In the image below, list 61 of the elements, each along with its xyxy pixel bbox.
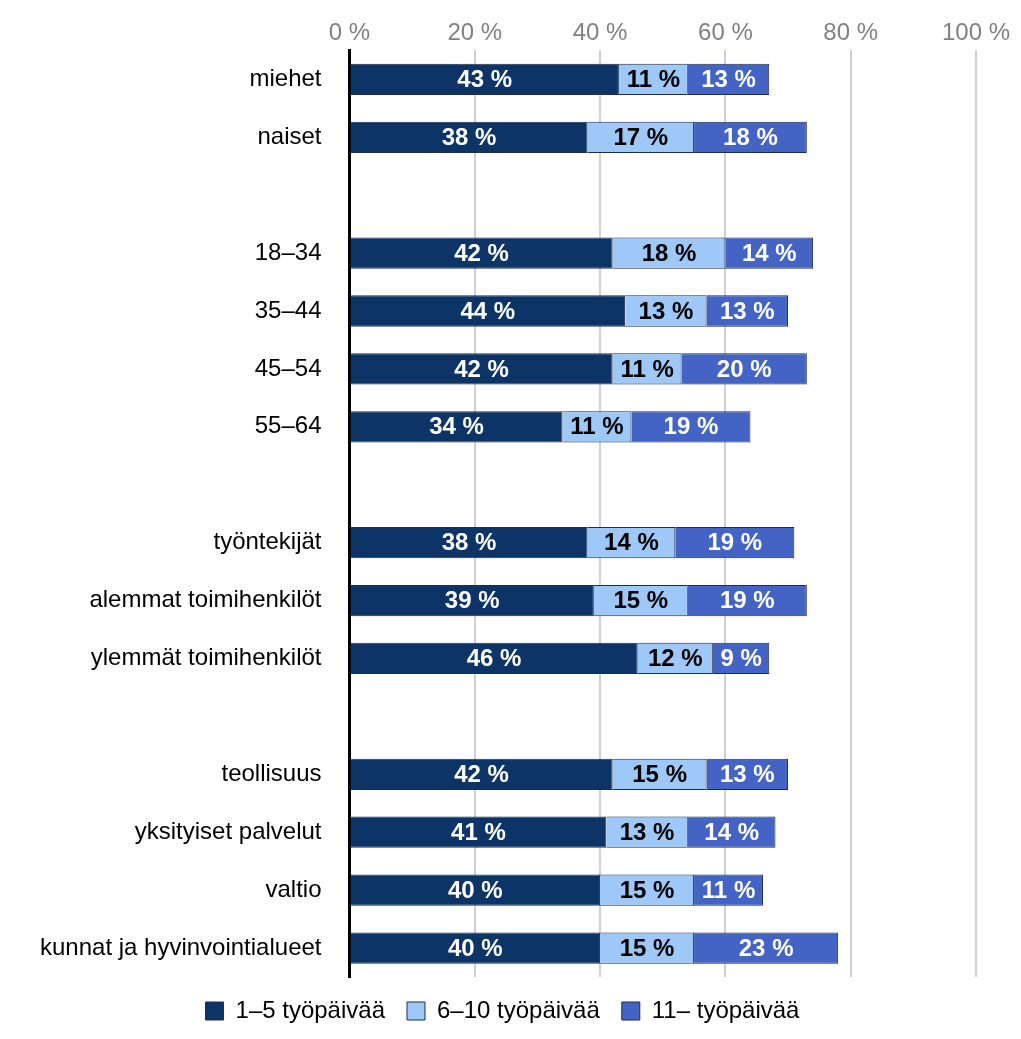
data-label: 12 %: [647, 644, 703, 672]
data-label: 34 %: [429, 412, 484, 440]
y-tick-label: työntekijät: [213, 527, 322, 555]
data-label: 14 %: [741, 238, 797, 266]
y-tick-label: naiset: [257, 121, 322, 149]
y-tick-label: alemmat toimihenkilöt: [89, 585, 322, 613]
data-label: 11 %: [570, 412, 624, 440]
data-label: 14 %: [704, 817, 760, 845]
data-label: 14 %: [604, 528, 659, 556]
data-label: 19 %: [707, 528, 763, 556]
legend-label: 1–5 työpäivää: [235, 995, 386, 1023]
data-label: 38 %: [441, 122, 497, 150]
x-tick-label: 80 %: [823, 17, 879, 45]
y-tick-label: 18–34: [254, 237, 322, 265]
data-label: 46 %: [466, 644, 522, 672]
y-tick-label: ylemmät toimihenkilöt: [90, 643, 322, 671]
data-label: 41 %: [451, 817, 506, 845]
data-label: 13 %: [619, 817, 675, 845]
data-label: 40 %: [447, 875, 503, 903]
data-label: 15 %: [619, 875, 675, 903]
data-label: 44 %: [460, 296, 516, 324]
data-label: 15 %: [613, 586, 669, 614]
data-label: 23 %: [738, 933, 794, 961]
y-tick-label: teollisuus: [221, 758, 322, 786]
data-label: 15 %: [619, 933, 675, 961]
y-tick-label: kunnat ja hyvinvointialueet: [39, 932, 322, 960]
data-label: 13 %: [719, 296, 775, 324]
data-label: 17 %: [613, 122, 669, 150]
x-tick-label: 40 %: [572, 17, 628, 45]
data-label: 11 %: [620, 354, 674, 382]
data-label: 39 %: [444, 586, 500, 614]
data-label: 40 %: [447, 933, 503, 961]
data-label: 11 %: [626, 64, 681, 92]
y-tick-label: valtio: [265, 874, 322, 902]
data-label: 13 %: [638, 296, 694, 324]
y-tick-label: 55–64: [254, 411, 322, 439]
data-label: 9 %: [720, 644, 762, 672]
data-label: 43 %: [457, 64, 513, 92]
data-label: 18 %: [723, 122, 778, 150]
x-tick-label: 20 %: [447, 17, 503, 45]
data-label: 38 %: [441, 528, 497, 556]
legend-label: 6–10 työpäivää: [436, 995, 601, 1023]
x-tick-label: 60 %: [698, 17, 753, 45]
y-tick-label: 35–44: [254, 295, 322, 323]
data-label: 42 %: [454, 238, 509, 266]
y-tick-label: 45–54: [254, 353, 322, 381]
data-label: 42 %: [454, 759, 509, 787]
data-label: 13 %: [719, 759, 775, 787]
data-label: 19 %: [719, 586, 775, 614]
data-label: 42 %: [454, 354, 509, 382]
y-tick-label: miehet: [249, 63, 322, 91]
data-label: 20 %: [716, 354, 772, 382]
data-label: 11 %: [701, 875, 756, 903]
y-tick-label: yksityiset palvelut: [134, 816, 322, 844]
data-label: 13 %: [701, 64, 756, 92]
legend-label: 11– työpäivää: [651, 995, 801, 1023]
data-label: 15 %: [632, 759, 687, 787]
data-label: 18 %: [641, 238, 697, 266]
x-tick-label: 100 %: [941, 17, 1011, 45]
data-label: 19 %: [663, 412, 719, 440]
x-tick-label: 0 %: [328, 17, 371, 45]
